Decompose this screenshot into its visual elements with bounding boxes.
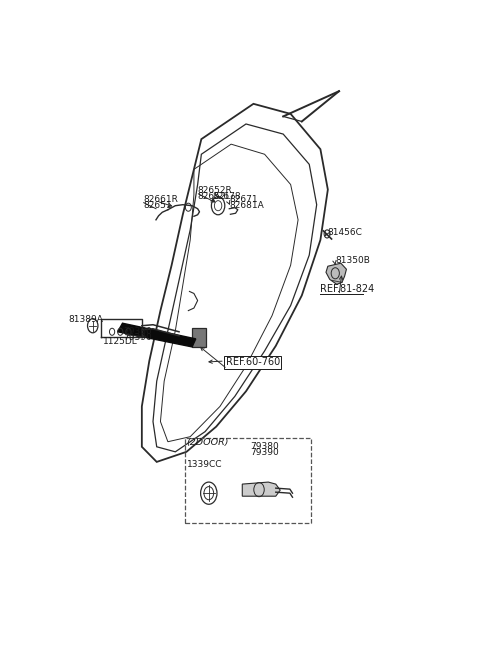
Text: 79380: 79380 [123,328,152,336]
Bar [192,328,206,347]
Text: 79390: 79390 [250,448,278,457]
Bar [185,438,311,523]
Text: 82681A: 82681A [229,201,264,210]
Text: 82671: 82671 [229,195,258,204]
Polygon shape [242,482,280,496]
Text: 79390: 79390 [123,333,152,342]
Text: (2DOOR): (2DOOR) [186,438,229,447]
Text: 79380: 79380 [250,442,278,451]
Text: 82661R: 82661R [144,195,179,204]
Polygon shape [326,263,347,284]
Text: REF.60-760: REF.60-760 [226,357,280,367]
Text: 81350B: 81350B [335,255,370,265]
Polygon shape [118,323,196,347]
Text: 81456C: 81456C [328,228,363,237]
Text: REF.81-824: REF.81-824 [321,284,375,294]
Text: 81389A: 81389A [68,314,103,324]
Text: 82652L: 82652L [198,192,231,201]
Text: 82651: 82651 [144,200,172,210]
Text: 82652R: 82652R [198,186,232,195]
Text: 1339CC: 1339CC [186,460,222,469]
Text: 82678: 82678 [213,192,241,201]
Text: 1125DL: 1125DL [103,337,138,346]
